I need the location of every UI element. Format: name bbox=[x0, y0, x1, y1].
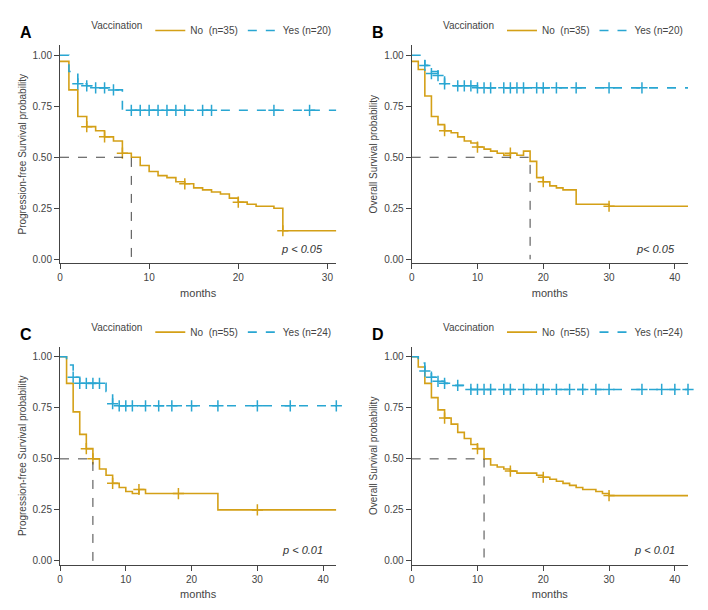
svg-text:10: 10 bbox=[120, 574, 132, 585]
svg-text:Vaccination: Vaccination bbox=[443, 322, 494, 333]
svg-text:30: 30 bbox=[603, 574, 615, 585]
svg-text:30: 30 bbox=[603, 272, 615, 283]
svg-text:0.50: 0.50 bbox=[33, 152, 53, 163]
svg-text:D: D bbox=[372, 326, 384, 343]
svg-text:Yes (n=20): Yes (n=20) bbox=[635, 25, 683, 36]
svg-text:0.25: 0.25 bbox=[33, 504, 53, 515]
svg-text:0.75: 0.75 bbox=[384, 402, 404, 413]
svg-text:0.75: 0.75 bbox=[384, 101, 404, 112]
svg-text:Progression-free Survival prob: Progression-free Survival probability bbox=[17, 74, 28, 235]
svg-text:0.00: 0.00 bbox=[384, 555, 404, 566]
svg-text:0.75: 0.75 bbox=[33, 402, 53, 413]
svg-text:months: months bbox=[532, 287, 569, 299]
svg-text:Overall Survival probability: Overall Survival probability bbox=[368, 95, 379, 213]
svg-text:10: 10 bbox=[472, 272, 484, 283]
svg-text:0: 0 bbox=[409, 574, 415, 585]
svg-text:1.00: 1.00 bbox=[33, 351, 53, 362]
svg-text:20: 20 bbox=[538, 574, 550, 585]
svg-text:months: months bbox=[180, 287, 217, 299]
svg-text:months: months bbox=[180, 588, 217, 600]
svg-text:1.00: 1.00 bbox=[33, 50, 53, 61]
svg-text:0: 0 bbox=[409, 272, 415, 283]
svg-text:1.00: 1.00 bbox=[384, 351, 404, 362]
svg-text:1.00: 1.00 bbox=[384, 50, 404, 61]
svg-text:30: 30 bbox=[322, 272, 334, 283]
svg-text:0.25: 0.25 bbox=[384, 504, 404, 515]
svg-text:10: 10 bbox=[472, 574, 484, 585]
svg-text:Yes (n=24): Yes (n=24) bbox=[635, 327, 683, 338]
svg-text:C: C bbox=[20, 326, 32, 343]
svg-text:Vaccination: Vaccination bbox=[443, 20, 494, 31]
svg-text:40: 40 bbox=[669, 272, 681, 283]
svg-text:Progression-free Survival prob: Progression-free Survival probability bbox=[17, 375, 28, 536]
svg-text:30: 30 bbox=[252, 574, 264, 585]
svg-text:Overall Survival probability: Overall Survival probability bbox=[368, 397, 379, 515]
svg-text:No (n=55): No (n=55) bbox=[542, 327, 590, 338]
svg-text:40: 40 bbox=[318, 574, 330, 585]
svg-text:B: B bbox=[372, 24, 384, 41]
svg-text:0: 0 bbox=[57, 272, 63, 283]
svg-text:0.00: 0.00 bbox=[33, 254, 53, 265]
svg-text:p < 0.05: p < 0.05 bbox=[281, 243, 323, 255]
svg-text:40: 40 bbox=[669, 574, 681, 585]
svg-text:p < 0.01: p < 0.01 bbox=[634, 544, 675, 556]
svg-text:No (n=35): No (n=35) bbox=[542, 25, 590, 36]
svg-text:Vaccination: Vaccination bbox=[91, 20, 142, 31]
svg-text:0.50: 0.50 bbox=[384, 453, 404, 464]
svg-text:months: months bbox=[532, 588, 569, 600]
svg-text:0.00: 0.00 bbox=[33, 555, 53, 566]
svg-text:No (n=55): No (n=55) bbox=[190, 327, 238, 338]
svg-text:20: 20 bbox=[186, 574, 198, 585]
svg-text:No (n=35): No (n=35) bbox=[190, 25, 238, 36]
svg-text:0.25: 0.25 bbox=[33, 203, 53, 214]
svg-text:0.50: 0.50 bbox=[384, 152, 404, 163]
svg-text:p< 0.05: p< 0.05 bbox=[636, 243, 675, 255]
svg-text:A: A bbox=[20, 24, 32, 41]
svg-text:p < 0.01: p < 0.01 bbox=[282, 544, 323, 556]
svg-text:0.00: 0.00 bbox=[384, 254, 404, 265]
svg-text:20: 20 bbox=[233, 272, 245, 283]
svg-text:Yes (n=20): Yes (n=20) bbox=[283, 25, 331, 36]
svg-text:0.25: 0.25 bbox=[384, 203, 404, 214]
svg-text:10: 10 bbox=[144, 272, 156, 283]
svg-text:0: 0 bbox=[57, 574, 63, 585]
svg-text:Vaccination: Vaccination bbox=[91, 322, 142, 333]
svg-text:20: 20 bbox=[538, 272, 550, 283]
svg-text:0.75: 0.75 bbox=[33, 101, 53, 112]
svg-text:Yes (n=24): Yes (n=24) bbox=[283, 327, 331, 338]
svg-text:0.50: 0.50 bbox=[33, 453, 53, 464]
